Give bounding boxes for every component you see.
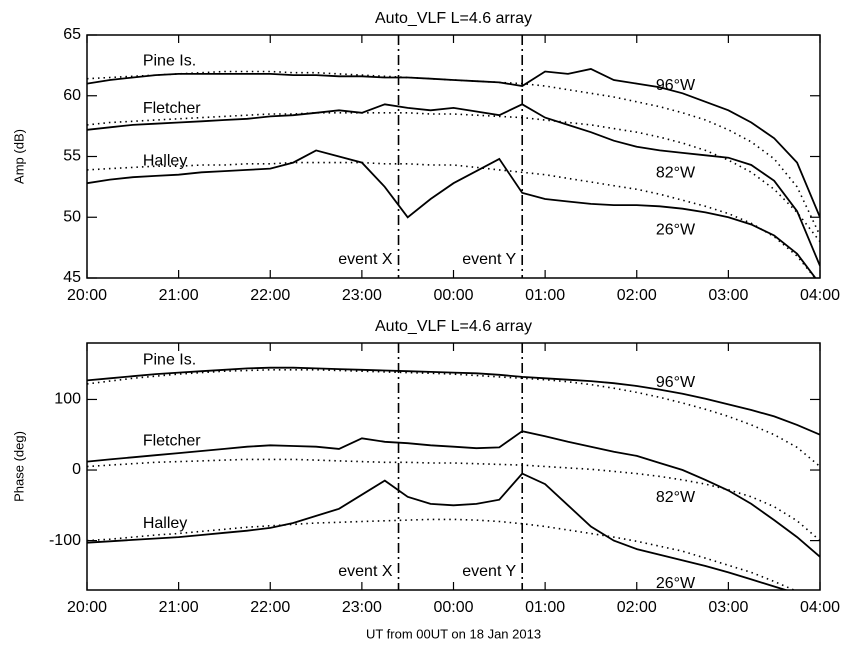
x-tick-label: 04:00 (800, 599, 840, 616)
x-tick-label: 04:00 (800, 287, 840, 304)
x-tick-label: 23:00 (342, 287, 382, 304)
x-tick-label: 00:00 (433, 287, 473, 304)
series-line (87, 430, 820, 558)
series-name: Fletcher (143, 100, 201, 117)
chart-title: Auto_VLF L=4.6 array (375, 318, 532, 335)
series-label: 82°W (656, 165, 696, 182)
x-tick-label: 01:00 (525, 287, 565, 304)
series-name: Halley (143, 152, 187, 169)
event-label: event X (338, 251, 393, 268)
series-label: 82°W (656, 489, 696, 506)
series-name: Fletcher (143, 433, 201, 450)
x-tick-label: 02:00 (617, 287, 657, 304)
x-tick-label: 21:00 (159, 287, 199, 304)
x-tick-label: 20:00 (67, 599, 107, 616)
y-tick-label: 65 (63, 26, 81, 43)
y-tick-label: 60 (63, 87, 81, 104)
series-line (87, 366, 820, 436)
x-tick-label: 22:00 (250, 599, 290, 616)
series-line (87, 518, 796, 590)
x-axis-label: UT from 00UT on 18 Jan 2013 (366, 626, 541, 641)
series-line (87, 68, 820, 218)
series-label: 26°W (656, 575, 696, 592)
event-label: event Y (462, 251, 516, 268)
y-axis-label: Amp (dB) (11, 129, 26, 184)
y-tick-label: 55 (63, 148, 81, 165)
series-line (87, 149, 817, 278)
plot-frame (86, 342, 821, 591)
x-tick-label: 02:00 (617, 599, 657, 616)
y-tick-label: -100 (49, 532, 81, 549)
series-line (87, 112, 820, 243)
x-tick-label: 03:00 (708, 599, 748, 616)
x-tick-label: 01:00 (525, 599, 565, 616)
plot-area (87, 366, 820, 590)
series-label: 26°W (656, 222, 696, 239)
x-tick-label: 22:00 (250, 287, 290, 304)
plot-area (87, 68, 820, 278)
x-tick-label: 03:00 (708, 287, 748, 304)
series-name: Halley (143, 515, 187, 532)
series-name: Pine Is. (143, 53, 196, 70)
series-line (87, 70, 820, 236)
series-line (87, 472, 789, 590)
y-axis-label: Phase (deg) (11, 431, 26, 502)
x-tick-label: 21:00 (159, 599, 199, 616)
chart-title: Auto_VLF L=4.6 array (375, 10, 532, 27)
event-label: event X (338, 563, 393, 580)
series-name: Pine Is. (143, 351, 196, 368)
event-label: event Y (462, 563, 516, 580)
y-tick-label: 100 (54, 391, 81, 408)
series-line (87, 458, 820, 542)
y-tick-label: 0 (72, 461, 81, 478)
y-tick-label: 45 (63, 269, 81, 286)
series-label: 96°W (656, 374, 696, 391)
series-line (87, 161, 817, 278)
series-line (87, 103, 820, 267)
x-tick-label: 23:00 (342, 599, 382, 616)
x-tick-label: 00:00 (433, 599, 473, 616)
y-tick-label: 50 (63, 208, 81, 225)
x-tick-label: 20:00 (67, 287, 107, 304)
series-label: 96°W (656, 77, 696, 94)
